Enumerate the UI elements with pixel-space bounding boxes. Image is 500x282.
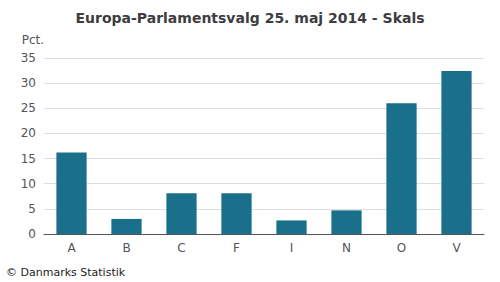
svg-text:V: V (452, 241, 461, 255)
svg-text:15: 15 (21, 152, 36, 166)
svg-text:0: 0 (28, 227, 36, 241)
svg-text:F: F (233, 241, 240, 255)
svg-text:B: B (122, 241, 130, 255)
svg-text:Pct.: Pct. (22, 33, 44, 47)
svg-text:Europa-Parlamentsvalg 25. maj: Europa-Parlamentsvalg 25. maj 2014 - Ska… (75, 10, 424, 26)
svg-text:O: O (397, 241, 406, 255)
svg-text:10: 10 (21, 177, 36, 191)
svg-text:I: I (290, 241, 294, 255)
svg-text:25: 25 (21, 101, 36, 115)
svg-text:30: 30 (21, 76, 36, 90)
svg-text:N: N (342, 241, 351, 255)
svg-text:35: 35 (21, 51, 36, 65)
svg-text:© Danmarks Statistik: © Danmarks Statistik (6, 266, 126, 279)
svg-text:5: 5 (28, 202, 36, 216)
svg-text:20: 20 (21, 126, 36, 140)
svg-text:C: C (177, 241, 185, 255)
svg-text:A: A (67, 241, 76, 255)
